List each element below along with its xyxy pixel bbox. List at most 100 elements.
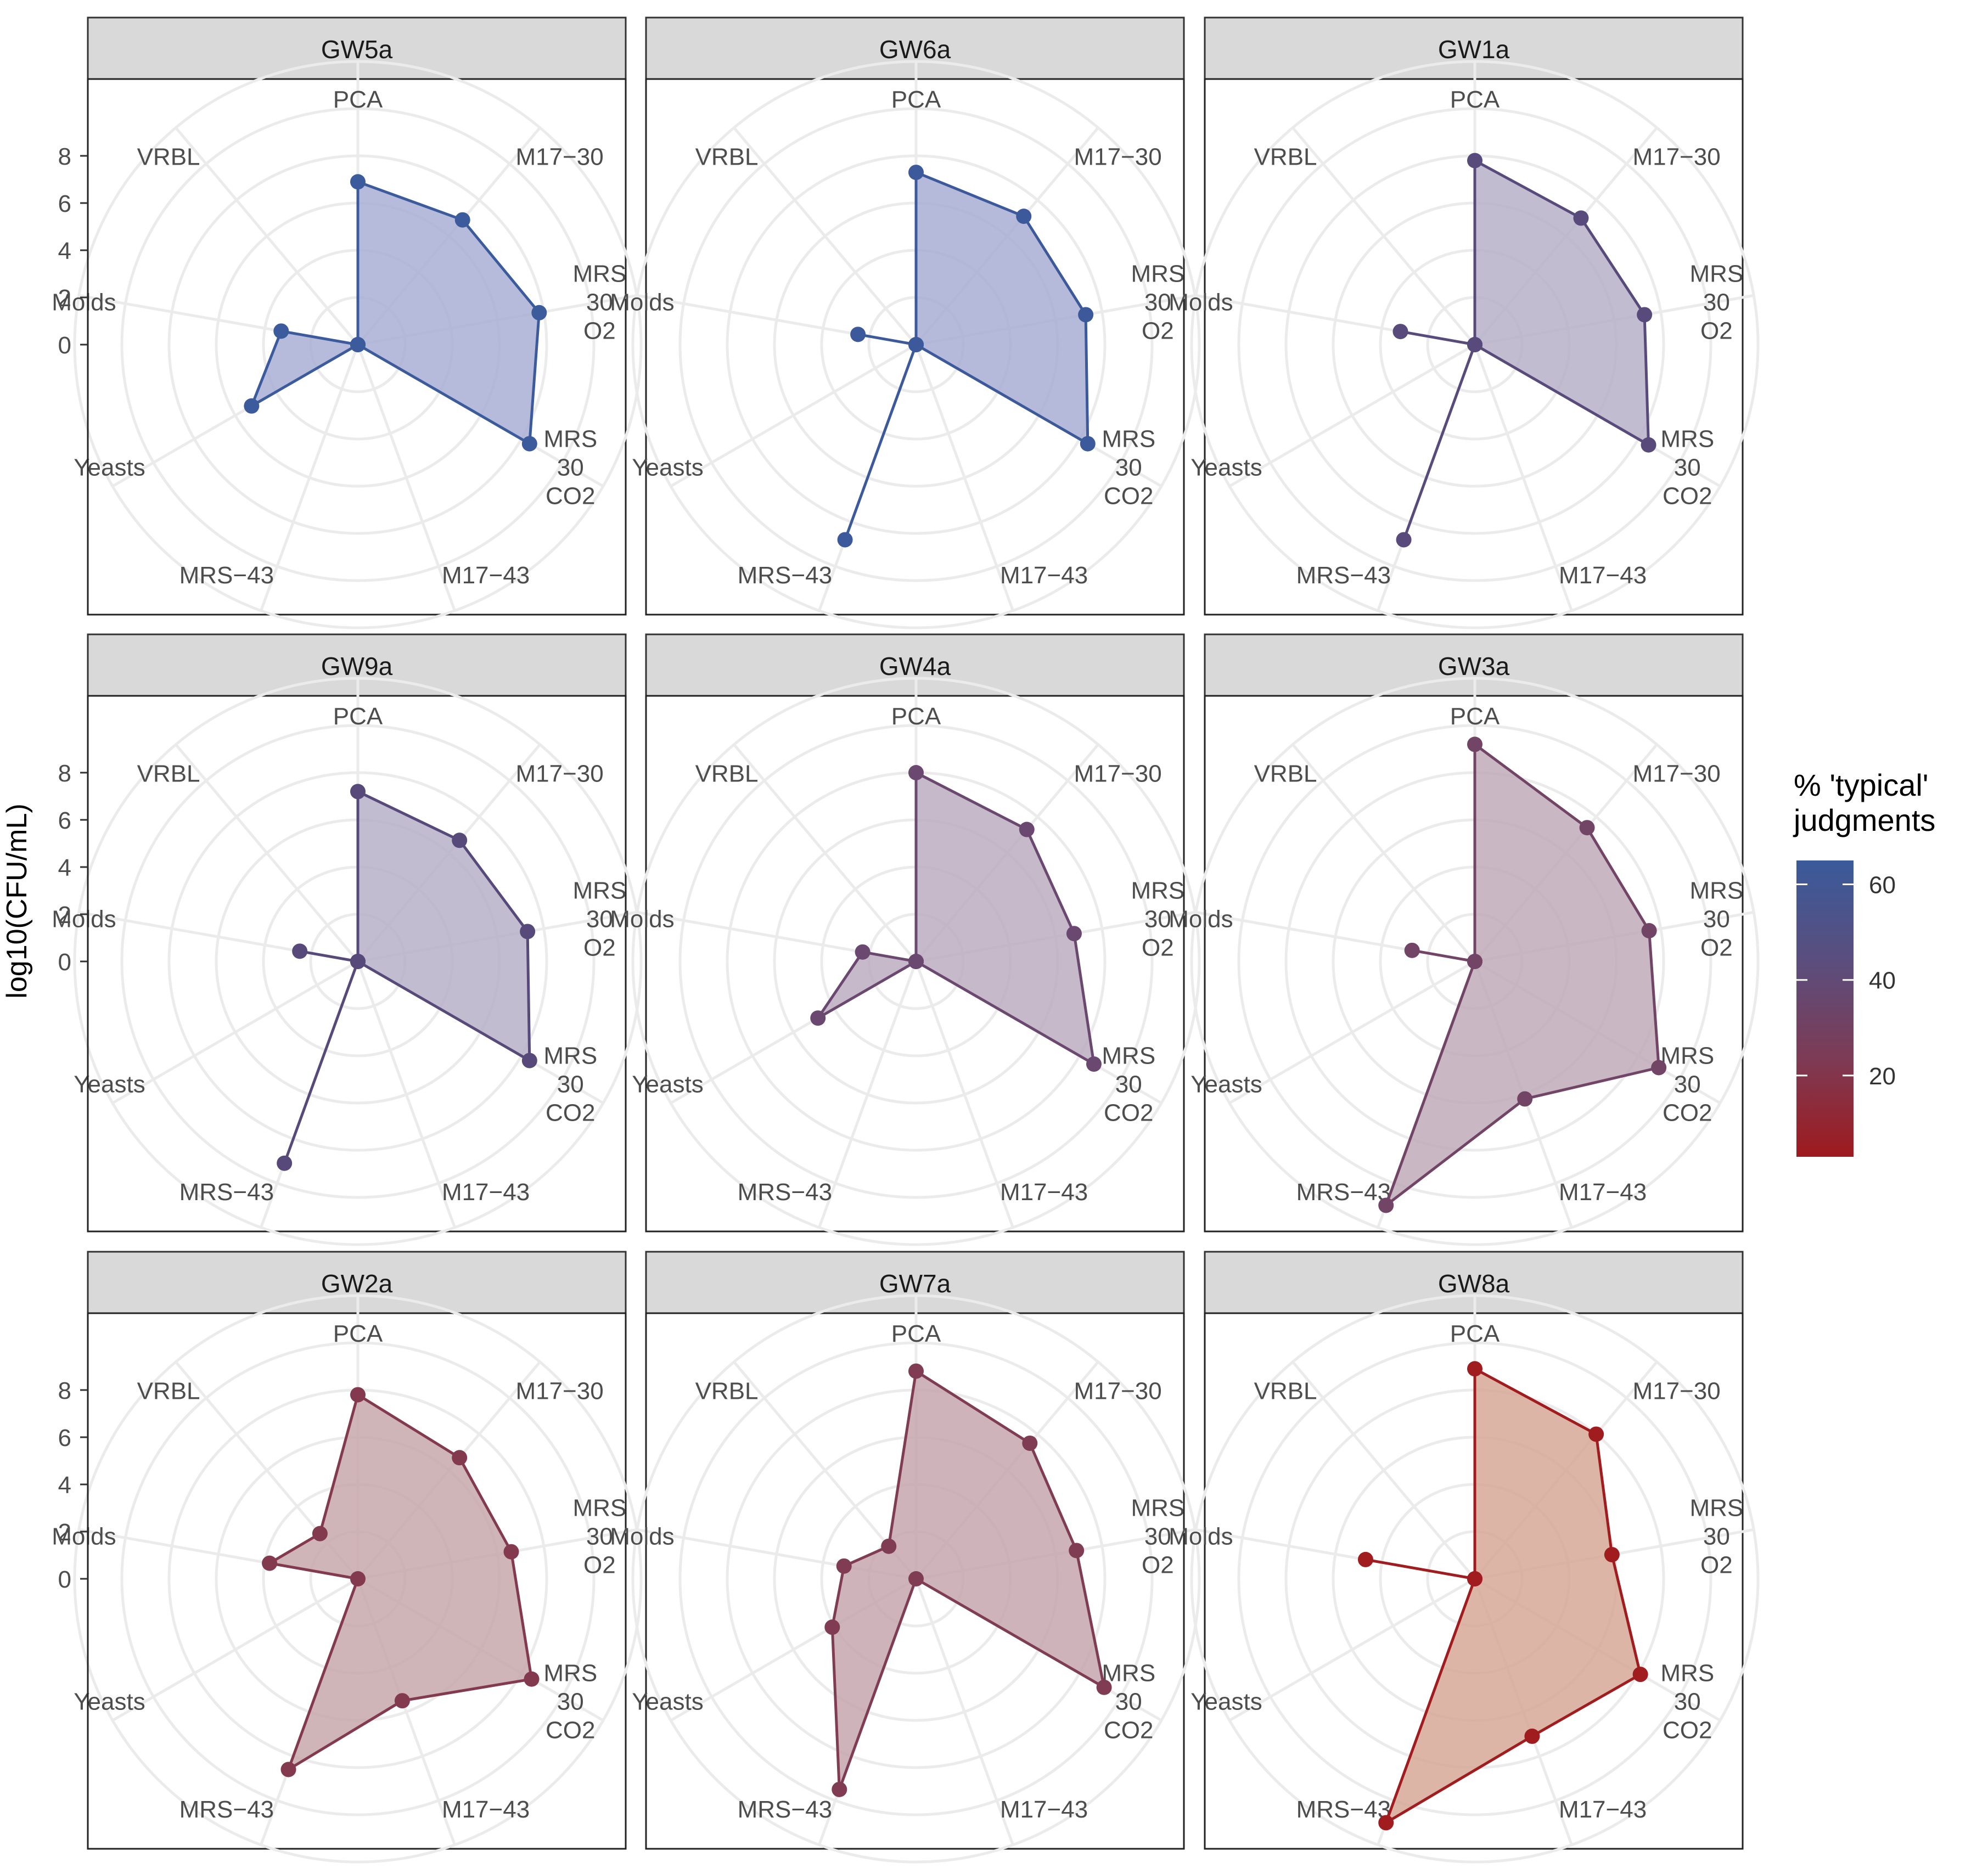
category-label: PCA [1450, 86, 1500, 113]
category-label: O2 [1142, 317, 1174, 344]
category-label: O2 [1700, 934, 1733, 961]
y-tick-label: 6 [58, 190, 71, 217]
data-polygon [1399, 159, 1650, 542]
y-tick-label: 8 [58, 143, 71, 170]
data-point [908, 1363, 924, 1379]
category-label: 30 [1674, 1071, 1701, 1098]
y-tick-label: 2 [58, 1519, 71, 1546]
category-label: VRBL [1254, 1377, 1317, 1404]
legend-title: % 'typical' [1794, 768, 1928, 802]
data-point [273, 323, 289, 339]
data-point [836, 1558, 852, 1574]
data-point [850, 327, 866, 342]
category-label: Molds [610, 1523, 674, 1550]
category-label: M17−30 [1632, 1377, 1720, 1404]
data-point [1637, 307, 1653, 323]
data-polygon [1384, 742, 1660, 1207]
category-label: PCA [891, 86, 941, 113]
category-label: 30 [1115, 454, 1142, 481]
category-label: MRS [1690, 877, 1744, 904]
data-point [1096, 1679, 1112, 1695]
category-label: PCA [333, 1320, 383, 1347]
data-point [881, 1538, 897, 1554]
grid-spoke [818, 961, 918, 1228]
grid-spoke [733, 744, 917, 963]
data-point [312, 1526, 328, 1541]
facet-title: GW3a [1438, 652, 1510, 680]
facet-panel-gw3a: GW3aPCAM17−30MRS30O2MRS30CO2M17−43MRS−43… [1169, 633, 1760, 1246]
facet-title: GW1a [1438, 35, 1510, 64]
y-tick-label: 0 [58, 1566, 71, 1593]
category-label: M17−43 [442, 1179, 530, 1206]
grid-spoke [1291, 1361, 1476, 1580]
data-point [520, 924, 536, 939]
data-point [810, 1010, 826, 1026]
data-point [1641, 922, 1657, 938]
category-label: VRBL [1254, 143, 1317, 170]
category-label: MRS [573, 260, 627, 287]
y-tick-label: 0 [58, 949, 71, 976]
grid-spoke [914, 961, 1014, 1228]
data-point [837, 532, 853, 548]
facet-title: GW6a [879, 35, 951, 64]
category-label: CO2 [1104, 483, 1153, 510]
category-label: CO2 [1663, 1717, 1712, 1744]
facet-panel-gw6a: GW6aPCAM17−30MRS30O2MRS30CO2M17−43MRS−43… [610, 16, 1201, 629]
data-point [454, 212, 470, 228]
data-polygon [844, 171, 1090, 542]
facet-panel-gw9a: GW9aPCAM17−30MRS30O2MRS30CO2M17−43MRS−43… [52, 633, 643, 1246]
category-label: Yeasts [632, 1071, 703, 1098]
category-label: Yeasts [1190, 454, 1262, 481]
category-label: MRS [1690, 260, 1744, 287]
data-point [1069, 1543, 1085, 1558]
facet-panel-gw7a: GW7aPCAM17−30MRS30O2MRS30CO2M17−43MRS−43… [610, 1251, 1201, 1864]
data-point [1524, 1728, 1540, 1744]
data-point [350, 1571, 366, 1586]
category-label: O2 [1142, 1551, 1174, 1578]
data-point [1080, 436, 1096, 452]
category-label: VRBL [137, 760, 200, 787]
category-label: Yeasts [1190, 1071, 1262, 1098]
category-label: M17−30 [515, 143, 603, 170]
category-label: VRBL [695, 1377, 759, 1404]
data-point [1467, 954, 1482, 969]
category-label: MRS [1660, 1660, 1714, 1687]
category-label: M17−30 [1074, 760, 1161, 787]
grid-spoke [260, 344, 360, 611]
data-point [452, 1450, 468, 1466]
category-label: 30 [1674, 1689, 1701, 1715]
grid-spoke [670, 343, 917, 488]
data-point [908, 765, 924, 780]
category-label: MRS [1690, 1494, 1744, 1521]
data-point [280, 1762, 296, 1777]
category-label: 30 [586, 905, 613, 932]
category-label: 30 [557, 454, 584, 481]
category-label: 30 [557, 1689, 584, 1715]
category-label: CO2 [1104, 1100, 1153, 1127]
category-label: MRS−43 [179, 1179, 274, 1206]
data-point [1078, 307, 1094, 323]
category-label: MRS [573, 877, 627, 904]
data-point [1467, 1571, 1482, 1586]
category-label: 30 [1144, 289, 1171, 316]
category-label: MRS−43 [1296, 1796, 1391, 1823]
category-label: MRS−43 [738, 562, 832, 589]
category-label: CO2 [1663, 1100, 1712, 1127]
category-label: M17−30 [1074, 143, 1161, 170]
y-tick-label: 8 [58, 760, 71, 787]
y-tick-label: 4 [58, 1472, 71, 1499]
legend-tick-label: 20 [1869, 1063, 1896, 1090]
category-label: M17−30 [1632, 760, 1720, 787]
data-point [1573, 210, 1589, 226]
data-point [350, 954, 366, 969]
y-tick-label: 2 [58, 902, 71, 929]
data-point [262, 1555, 278, 1571]
y-tick-label: 4 [58, 238, 71, 265]
category-label: M17−43 [1000, 562, 1088, 589]
category-label: M17−43 [1559, 1179, 1647, 1206]
category-label: O2 [583, 934, 616, 961]
category-label: PCA [1450, 703, 1500, 730]
grid-spoke [1228, 1577, 1476, 1722]
category-label: MRS [543, 426, 597, 453]
